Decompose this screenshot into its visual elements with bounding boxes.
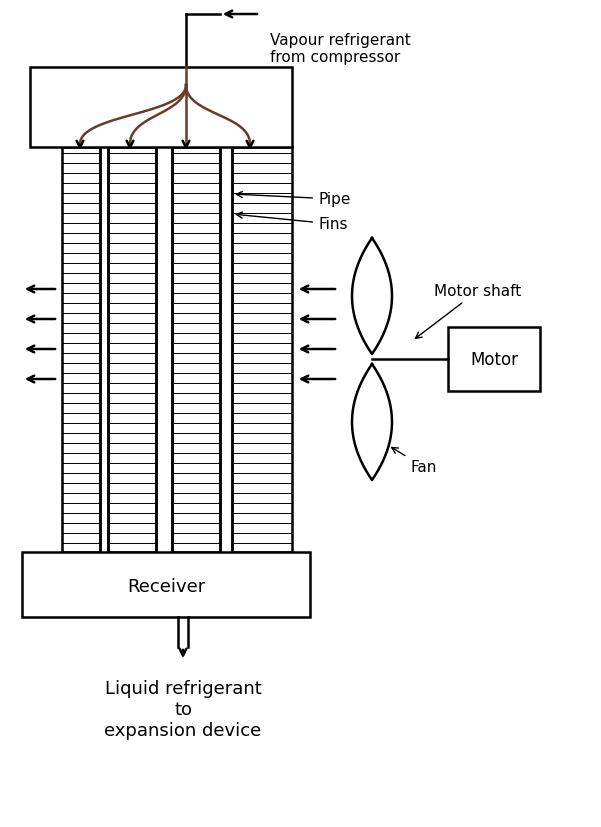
Text: Vapour refrigerant
from compressor: Vapour refrigerant from compressor	[270, 33, 410, 65]
Text: Motor shaft: Motor shaft	[415, 284, 521, 339]
Text: Motor: Motor	[470, 351, 518, 369]
Bar	[232, 148, 292, 552]
Text: Pipe: Pipe	[236, 192, 350, 208]
Bar	[172, 148, 220, 552]
Text: Fan: Fan	[392, 448, 436, 475]
Text: Fins: Fins	[236, 213, 347, 232]
Bar	[22, 552, 310, 617]
Bar	[448, 327, 540, 391]
Text: Liquid refrigerant
to
expansion device: Liquid refrigerant to expansion device	[105, 679, 261, 739]
Bar	[62, 148, 100, 552]
Text: Receiver: Receiver	[127, 578, 205, 595]
Bar	[108, 148, 156, 552]
Bar	[30, 68, 292, 148]
